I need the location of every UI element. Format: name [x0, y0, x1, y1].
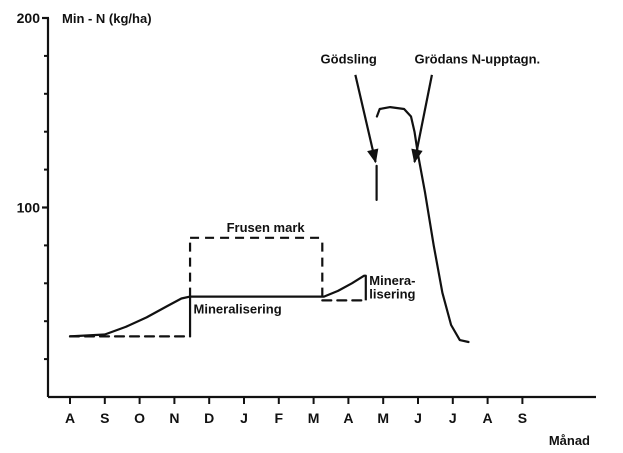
- x-tick-label: J: [240, 410, 248, 426]
- x-tick-label: S: [518, 410, 527, 426]
- annotation-label: Mineralisering: [194, 302, 282, 317]
- x-axis-label: Månad: [549, 433, 590, 448]
- arrow-shaft-1: [413, 74, 433, 163]
- axes: [42, 16, 596, 404]
- y-tick-label: 100: [17, 200, 41, 216]
- x-tick-label: S: [100, 410, 109, 426]
- x-tick-label: J: [414, 410, 422, 426]
- x-tick-label: A: [343, 410, 353, 426]
- annotation-label: Gödsling: [321, 51, 377, 66]
- x-tick-label: D: [204, 410, 214, 426]
- x-tick-label: A: [65, 410, 75, 426]
- annotation-label: lisering: [369, 286, 415, 301]
- x-tick-label: N: [169, 410, 179, 426]
- x-tick-label: O: [134, 410, 145, 426]
- x-tick-label: J: [449, 410, 457, 426]
- x-tick-label: M: [308, 410, 320, 426]
- series-line-0: [68, 274, 367, 338]
- annotation-label: Minera-: [369, 273, 415, 288]
- arrow-shaft-0: [354, 74, 377, 163]
- x-tick-label: A: [483, 410, 493, 426]
- y-axis-label: Min - N (kg/ha): [62, 11, 152, 26]
- arrow-head-1: [411, 148, 423, 164]
- series-line-1: [375, 106, 470, 344]
- x-tick-label: F: [275, 410, 284, 426]
- labels: 200 100 Min - N (kg/ha) A S O N D J F M A M J J A S Månad: [17, 10, 590, 448]
- annotation-label: Frusen mark: [227, 220, 306, 235]
- annotations: Frusen mark Mineralisering Minera-lisering…: [194, 51, 541, 316]
- x-tick-label: M: [377, 410, 389, 426]
- y-tick-label: 200: [17, 10, 41, 26]
- arrow-head-0: [367, 148, 379, 164]
- annotation-label: Grödans N-upptagn.: [415, 51, 541, 66]
